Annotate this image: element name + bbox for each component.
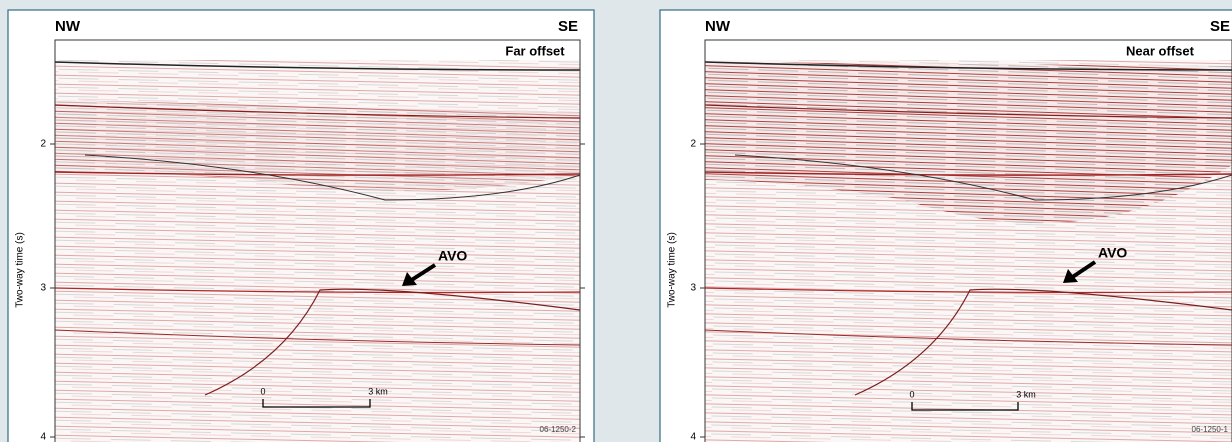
- scale-bar: [262, 399, 371, 408]
- arrow-shaft: [408, 263, 437, 283]
- offset-label: Near offset: [1126, 43, 1195, 58]
- reflector: [734, 154, 1232, 201]
- reflector: [204, 288, 581, 396]
- y-tick-label: 2: [40, 139, 46, 150]
- avo-annotation: AVO: [438, 248, 467, 264]
- y-tick-label: 3: [690, 283, 696, 294]
- direction-east: SE: [1210, 18, 1230, 35]
- arrow-head: [402, 272, 417, 286]
- direction-west: NW: [705, 18, 731, 35]
- y-tick-label: 2: [690, 139, 696, 150]
- scale-start: 0: [909, 389, 914, 399]
- reflector: [84, 154, 581, 201]
- figure-id: 06-1250-1: [1192, 425, 1229, 434]
- seismic-dense-zone: [55, 100, 580, 192]
- arrow-shaft: [1069, 260, 1097, 280]
- reflector: [54, 171, 581, 176]
- direction-east: SE: [558, 18, 578, 35]
- seismic-dense-zone: [705, 62, 1232, 224]
- seismic-panel: NW SE Far offset Two-way time (s) 2 3 4 AVO 0 3 k…: [7, 9, 595, 442]
- seismic-panel: NW SE Near offset Two-way time (s) 2 3 4 AVO 0 3 …: [659, 9, 1232, 442]
- reflector: [54, 329, 581, 346]
- reflector: [854, 288, 1232, 396]
- header-band: [705, 40, 1232, 60]
- reflector: [54, 61, 581, 71]
- y-tick-label: 4: [40, 432, 46, 442]
- reflector: [704, 171, 1232, 176]
- header-band: [55, 40, 580, 60]
- plot-border: [704, 39, 1232, 442]
- y-tick-label: 3: [40, 283, 46, 294]
- y-axis-title: Two-way time (s): [667, 232, 678, 308]
- reflector: [704, 61, 1232, 71]
- scale-end: 3 km: [1016, 389, 1036, 399]
- reflector: [704, 104, 1232, 119]
- y-axis-title: Two-way time (s): [15, 232, 26, 308]
- y-tick-label: 4: [690, 432, 696, 442]
- reflector: [704, 329, 1232, 346]
- plot-border: [54, 39, 581, 442]
- offset-label: Far offset: [505, 43, 565, 58]
- arrow-head: [1063, 269, 1078, 283]
- direction-west: NW: [55, 18, 81, 35]
- scale-end: 3 km: [368, 386, 388, 396]
- scale-bar: [911, 402, 1019, 411]
- avo-annotation: AVO: [1098, 245, 1127, 261]
- reflector: [54, 287, 581, 294]
- figure-id: 06-1250-2: [540, 425, 577, 434]
- reflector: [54, 104, 581, 119]
- scale-start: 0: [260, 386, 265, 396]
